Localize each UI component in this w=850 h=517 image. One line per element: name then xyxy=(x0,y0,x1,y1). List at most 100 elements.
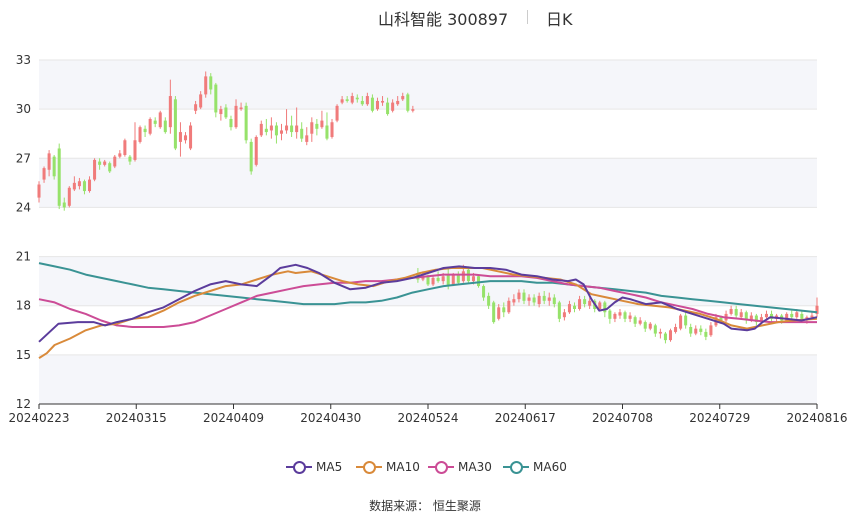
candle-body xyxy=(279,130,284,134)
candle-body xyxy=(557,302,561,319)
candle-body xyxy=(62,202,66,208)
candle-body xyxy=(138,127,142,142)
candle-body xyxy=(754,315,758,323)
legend-item-ma30[interactable]: MA30 xyxy=(428,458,492,476)
candle-body xyxy=(219,109,223,115)
candle-body xyxy=(785,313,789,321)
candle-body xyxy=(689,327,693,334)
ma30-line xyxy=(38,273,817,328)
candle-body xyxy=(244,105,248,141)
candle-body xyxy=(118,153,122,157)
chart-title: 山科智能 300897 xyxy=(378,10,509,29)
candle-body xyxy=(199,94,203,108)
candle-body xyxy=(340,99,344,103)
legend-item-ma60[interactable]: MA60 xyxy=(503,458,567,476)
y-tick-label: 15 xyxy=(16,348,31,362)
candle-body xyxy=(537,295,541,305)
candle-body xyxy=(310,122,314,134)
candle-body xyxy=(532,297,536,303)
candle-body xyxy=(204,76,208,95)
x-tick-label: 20240315 xyxy=(106,411,167,425)
candle-body xyxy=(578,299,582,309)
x-tick-label: 20240430 xyxy=(300,411,361,425)
candle-body xyxy=(396,100,400,105)
candle-body xyxy=(699,328,703,332)
candle-body xyxy=(431,277,435,285)
candle-body xyxy=(572,305,577,309)
candle-body xyxy=(426,276,430,285)
legend-item-ma5[interactable]: MA5 xyxy=(286,458,342,476)
candle-body xyxy=(663,333,667,341)
candle-body xyxy=(391,102,395,111)
candle-body xyxy=(451,274,455,285)
candle-body xyxy=(613,313,617,319)
candle-body xyxy=(684,315,688,326)
candle-body xyxy=(567,304,571,313)
candle-body xyxy=(507,300,511,313)
candle-body xyxy=(542,295,546,301)
candle-body xyxy=(153,120,157,124)
candle-body xyxy=(67,187,71,206)
candlestick-chart: 12 15 18 21 24 27 30 33 20240223 20240315 20240409… xyxy=(8,53,847,425)
candle-body xyxy=(492,302,496,323)
ma5-line xyxy=(38,263,818,343)
candle-body xyxy=(350,96,354,103)
candle-body xyxy=(694,328,698,334)
candle-body xyxy=(588,300,592,306)
candle-body xyxy=(72,182,76,190)
x-tick-label: 20240223 xyxy=(8,411,69,425)
candle-body xyxy=(456,274,460,283)
candle-body xyxy=(82,181,86,192)
candle-body xyxy=(168,96,172,128)
candle-body xyxy=(744,312,748,321)
candle-body xyxy=(370,97,374,111)
candle-body xyxy=(638,320,642,324)
candle-body xyxy=(522,292,526,301)
candle-body xyxy=(810,315,814,318)
candle-body xyxy=(178,132,182,142)
candle-body xyxy=(259,123,263,136)
candle-body xyxy=(598,302,602,309)
candle-body xyxy=(365,96,369,105)
candle-body xyxy=(320,120,324,128)
candle-body xyxy=(603,302,607,313)
candle-body xyxy=(93,159,97,180)
candle-body xyxy=(315,123,319,129)
candle-body xyxy=(674,327,678,332)
candle-body xyxy=(411,109,415,111)
y-tick-label: 24 xyxy=(16,200,31,214)
y-tick-label: 12 xyxy=(16,397,31,411)
candle-body xyxy=(209,76,213,90)
candle-body xyxy=(562,312,566,318)
legend-ma30-icon xyxy=(428,458,454,476)
candle-body xyxy=(421,276,425,280)
candle-body xyxy=(290,125,294,133)
candle-body xyxy=(729,308,733,314)
candle-body xyxy=(264,128,268,133)
candle-body xyxy=(360,100,364,105)
candle-body xyxy=(214,84,218,113)
candle-body xyxy=(123,140,127,156)
candle-body xyxy=(628,315,632,319)
candle-body xyxy=(764,313,768,318)
candle-body xyxy=(502,307,506,313)
candle-body xyxy=(552,297,556,305)
legend-item-ma10[interactable]: MA10 xyxy=(356,458,420,476)
candle-body xyxy=(158,112,162,128)
grid-band xyxy=(39,60,817,110)
candle-body xyxy=(254,136,258,165)
candle-body xyxy=(497,307,501,319)
candle-body xyxy=(739,312,743,318)
x-tick-label: 20240409 xyxy=(203,411,264,425)
y-tick-label: 27 xyxy=(16,151,31,165)
candle-body xyxy=(527,297,531,301)
x-tick-label: 20240617 xyxy=(495,411,556,425)
candle-body xyxy=(57,148,61,206)
candle-body xyxy=(517,292,521,300)
candle-body xyxy=(269,125,273,131)
candle-body xyxy=(88,179,92,192)
candle-body xyxy=(386,102,390,115)
grid-band xyxy=(39,354,817,404)
candle-body xyxy=(749,315,753,321)
candle-body xyxy=(148,118,152,134)
